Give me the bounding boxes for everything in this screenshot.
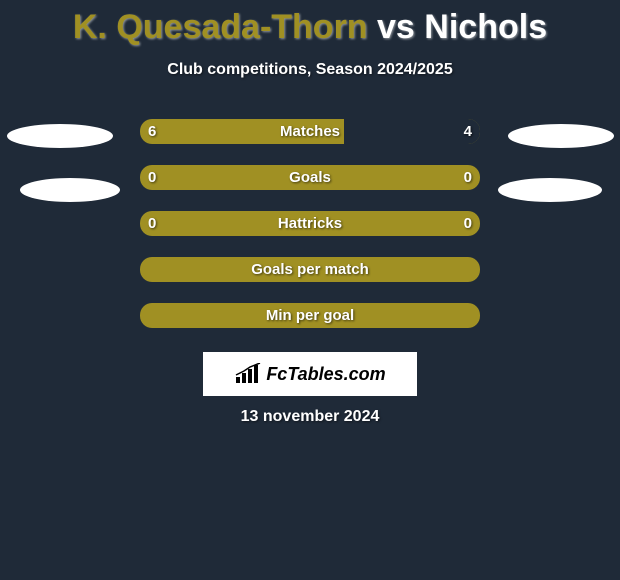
page-title: K. Quesada-Thorn vs Nichols xyxy=(0,0,620,47)
stat-label: Goals xyxy=(140,165,480,190)
side-ellipse xyxy=(20,178,120,202)
chart-icon xyxy=(234,363,262,385)
side-ellipse xyxy=(508,124,614,148)
player1-name: K. Quesada-Thorn xyxy=(73,8,368,46)
stat-value-left: 0 xyxy=(148,165,156,190)
logo-box: FcTables.com xyxy=(203,352,417,396)
logo-text: FcTables.com xyxy=(266,364,385,385)
stat-row: Min per goal xyxy=(0,303,620,328)
stat-label: Hattricks xyxy=(140,211,480,236)
date-text: 13 november 2024 xyxy=(0,408,620,426)
stat-value-right: 0 xyxy=(464,165,472,190)
stat-label: Min per goal xyxy=(140,303,480,328)
side-ellipse xyxy=(498,178,602,202)
side-ellipse xyxy=(7,124,113,148)
stat-label: Goals per match xyxy=(140,257,480,282)
stat-value-left: 6 xyxy=(148,119,156,144)
stat-label: Matches xyxy=(140,119,480,144)
stat-row: Hattricks0 0 xyxy=(0,211,620,236)
comparison-infographic: K. Quesada-Thorn vs Nichols Club competi… xyxy=(0,0,620,580)
stat-value-left: 0 xyxy=(148,211,156,236)
player2-name: Nichols xyxy=(424,8,547,46)
stat-value-right: 4 xyxy=(464,119,472,144)
stats-bars: Matches64Goals00Hattricks00Goals per mat… xyxy=(0,119,620,328)
vs-text: vs xyxy=(368,8,425,46)
stat-row: Goals per match xyxy=(0,257,620,282)
stat-value-right: 0 xyxy=(464,211,472,236)
subtitle: Club competitions, Season 2024/2025 xyxy=(0,61,620,79)
